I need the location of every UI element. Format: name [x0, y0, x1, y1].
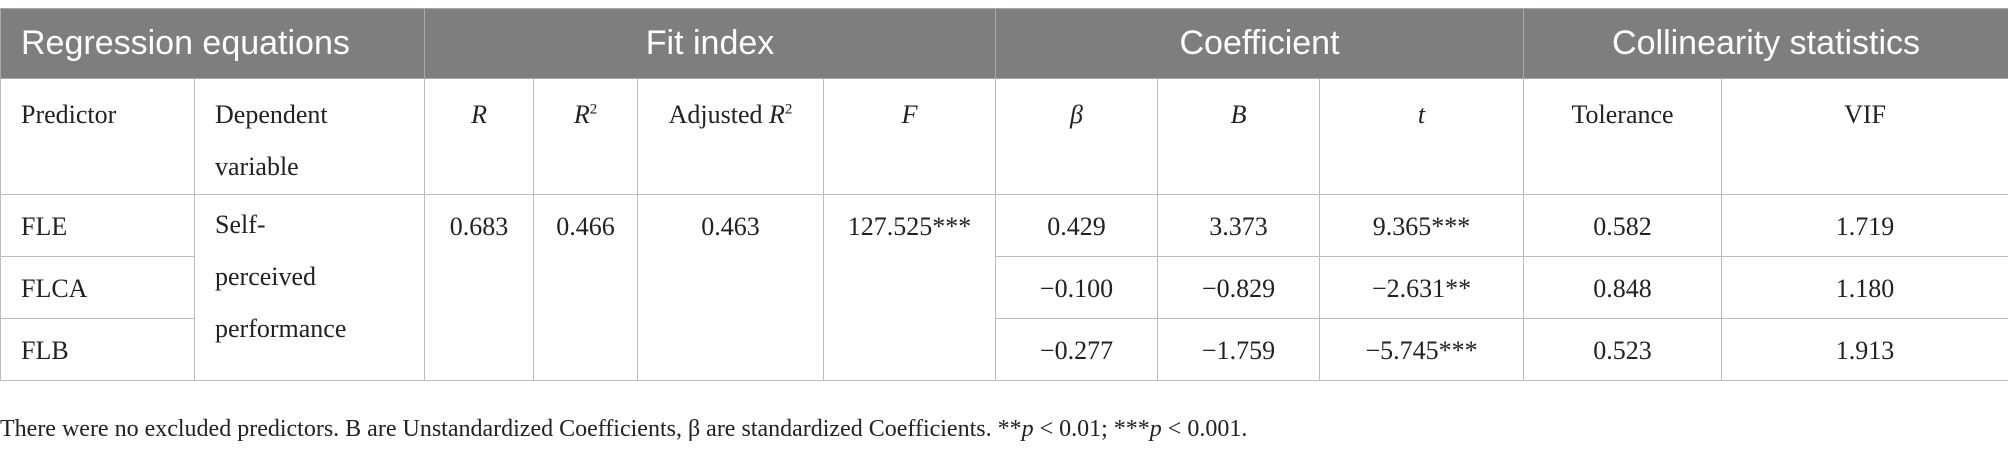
cell-f: 127.525*** [823, 194, 997, 381]
col-header-predictor: Predictor [0, 78, 195, 195]
group-header-collinearity: Collinearity statistics [1523, 8, 2008, 79]
cell-tolerance-text: 0.582 [1593, 212, 1652, 241]
footnote-text-c: < 0.001. [1161, 416, 1248, 442]
cell-b-text: 3.373 [1209, 212, 1268, 241]
cell-t-text: 9.365*** [1372, 212, 1471, 241]
cell-b-text: −1.759 [1201, 336, 1276, 365]
col-header-adjusted-sup: 2 [784, 101, 793, 118]
cell-r2-text: 0.466 [556, 212, 615, 241]
col-header-r-label: R [471, 100, 487, 129]
cell-b: −0.829 [1157, 256, 1321, 319]
cell-tolerance-text: 0.848 [1593, 274, 1652, 303]
col-header-beta-label: β [1070, 100, 1083, 129]
cell-r2: 0.466 [533, 194, 639, 381]
cell-predictor-text: FLE [21, 212, 68, 241]
regression-table: Regression equations Fit index Coefficie… [0, 8, 2008, 381]
cell-predictor-text: FLB [21, 336, 69, 365]
cell-adjusted-r2: 0.463 [637, 194, 825, 381]
footnote-p1: p [1021, 416, 1034, 442]
col-header-r2-base: R [573, 100, 590, 129]
group-header-coefficient: Coefficient [995, 8, 1525, 79]
col-header-vif: VIF [1721, 78, 2008, 195]
cell-beta-text: −0.100 [1039, 274, 1114, 303]
col-header-t: t [1319, 78, 1525, 195]
cell-b: 3.373 [1157, 194, 1321, 257]
cell-r-text: 0.683 [449, 212, 509, 241]
footnote-text-a: There were no excluded predictors. B are… [0, 416, 1022, 442]
cell-f-text: 127.525*** [847, 212, 972, 241]
col-header-r2: R2 [533, 78, 639, 195]
cell-vif-text: 1.913 [1835, 336, 1895, 365]
col-header-predictor-label: Predictor [21, 100, 117, 129]
col-header-r2-sup: 2 [589, 101, 598, 118]
col-header-b-label: B [1230, 100, 1247, 129]
cell-adjusted-r2-text: 0.463 [701, 212, 760, 241]
table-row: FLB −0.277 −1.759 −5.745*** 0.523 1.913 [0, 318, 2008, 381]
cell-vif-text: 1.180 [1835, 274, 1895, 303]
cell-t: −2.631** [1319, 256, 1525, 319]
cell-t: −5.745*** [1319, 318, 1525, 381]
group-header-regression: Regression equations [0, 8, 426, 79]
cell-predictor: FLB [0, 318, 195, 381]
col-header-t-label: t [1417, 100, 1426, 129]
footnote-text-b: < 0.01; *** [1033, 416, 1150, 442]
cell-tolerance: 0.523 [1523, 318, 1723, 381]
cell-beta: 0.429 [995, 194, 1159, 257]
column-header-row: Predictor Dependent variable R R2 Adjust… [0, 78, 2008, 195]
cell-dependent-variable: Self-perceived performance [193, 194, 426, 381]
cell-vif: 1.913 [1721, 318, 2008, 381]
table-row: FLE Self-perceived performance 0.683 0.4… [0, 194, 2008, 381]
col-header-dependent-label: Dependent variable [215, 100, 328, 181]
cell-predictor-text: FLCA [21, 274, 88, 303]
cell-t-text: −5.745*** [1365, 336, 1478, 365]
regression-table-container: Regression equations Fit index Coefficie… [0, 8, 2008, 381]
cell-dependent-text: Self-perceived performance [215, 210, 347, 343]
cell-vif: 1.180 [1721, 256, 2008, 319]
cell-beta-text: 0.429 [1047, 212, 1106, 241]
col-header-b: B [1157, 78, 1321, 195]
cell-beta: −0.277 [995, 318, 1159, 381]
col-header-adjusted-r2: Adjusted R2 [637, 78, 825, 195]
cell-t-text: −2.631** [1371, 274, 1472, 303]
cell-vif: 1.719 [1721, 194, 2008, 257]
footnote-p2: p [1149, 416, 1162, 442]
cell-tolerance: 0.848 [1523, 256, 1723, 319]
col-header-r: R [424, 78, 535, 195]
table-footnote: There were no excluded predictors. B are… [0, 416, 1247, 443]
col-header-vif-label: VIF [1844, 100, 1886, 129]
col-header-tolerance-label: Tolerance [1571, 100, 1674, 129]
cell-predictor: FLE [0, 194, 195, 257]
cell-vif-text: 1.719 [1835, 212, 1895, 241]
col-header-adjusted-prefix: Adjusted [668, 100, 770, 129]
col-header-dependent: Dependent variable [193, 78, 426, 195]
cell-tolerance-text: 0.523 [1593, 336, 1652, 365]
cell-r: 0.683 [424, 194, 535, 381]
cell-t: 9.365*** [1319, 194, 1525, 257]
col-header-f-label: F [901, 100, 918, 129]
col-header-tolerance: Tolerance [1523, 78, 1723, 195]
group-header-row: Regression equations Fit index Coefficie… [0, 8, 2008, 79]
cell-predictor: FLCA [0, 256, 195, 319]
cell-beta-text: −0.277 [1039, 336, 1114, 365]
col-header-adjusted-base: R [769, 100, 785, 129]
cell-b-text: −0.829 [1201, 274, 1276, 303]
cell-tolerance: 0.582 [1523, 194, 1723, 257]
cell-b: −1.759 [1157, 318, 1321, 381]
group-header-fit-index: Fit index [424, 8, 997, 79]
col-header-f: F [823, 78, 997, 195]
col-header-beta: β [995, 78, 1159, 195]
cell-beta: −0.100 [995, 256, 1159, 319]
